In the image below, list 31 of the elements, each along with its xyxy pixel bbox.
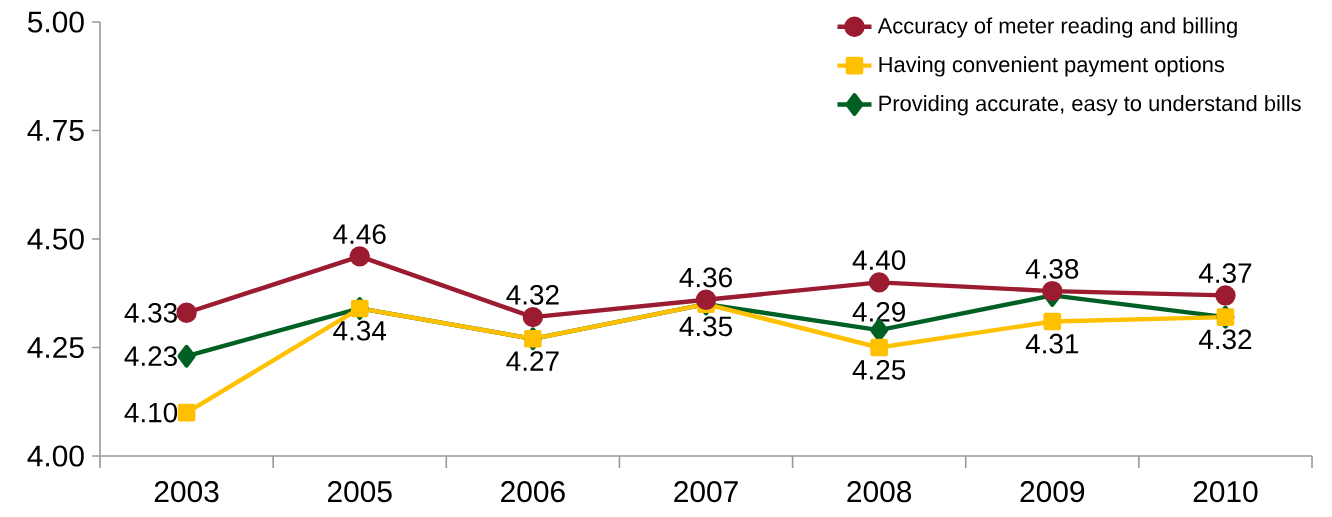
data-label: 4.38: [1025, 258, 1079, 279]
x-tick-label: 2003: [154, 481, 219, 503]
data-label: 4.37: [1198, 263, 1252, 284]
y-tick-label: 4.25: [27, 336, 84, 359]
legend-label: Providing accurate, easy to understand bills: [879, 95, 1301, 116]
data-label: 4.27: [506, 351, 559, 371]
x-tick-label: 2005: [327, 481, 392, 503]
data-label: 4.34: [333, 320, 387, 341]
y-tick-label: 4.50: [27, 228, 84, 250]
data-label: 4.33: [124, 302, 177, 323]
data-label: 4.40: [852, 250, 906, 271]
x-tick-label: 2009: [1020, 481, 1085, 503]
data-label: 4.32: [1198, 329, 1252, 350]
x-tick-label: 2008: [847, 481, 912, 503]
data-label: 4.25: [852, 359, 906, 380]
y-tick-label: 4.00: [27, 445, 84, 467]
x-tick-label: 2007: [674, 481, 738, 503]
data-label: 4.32: [506, 284, 559, 305]
legend-label: Having convenient payment options: [879, 56, 1225, 77]
x-tick-label: 2006: [501, 481, 565, 503]
x-tick-label: 2010: [1193, 481, 1258, 503]
y-tick-label: 5.00: [27, 11, 84, 33]
y-tick-label: 4.75: [27, 120, 84, 141]
legend-label: Accuracy of meter reading and billing: [877, 17, 1237, 38]
data-label: 4.35: [679, 316, 732, 337]
data-label: 4.36: [679, 267, 732, 288]
data-label: 4.46: [333, 224, 386, 244]
data-label: 4.10: [124, 402, 178, 423]
data-label: 4.29: [852, 301, 905, 322]
data-label: 4.31: [1025, 333, 1079, 354]
data-label: 4.23: [124, 346, 177, 367]
